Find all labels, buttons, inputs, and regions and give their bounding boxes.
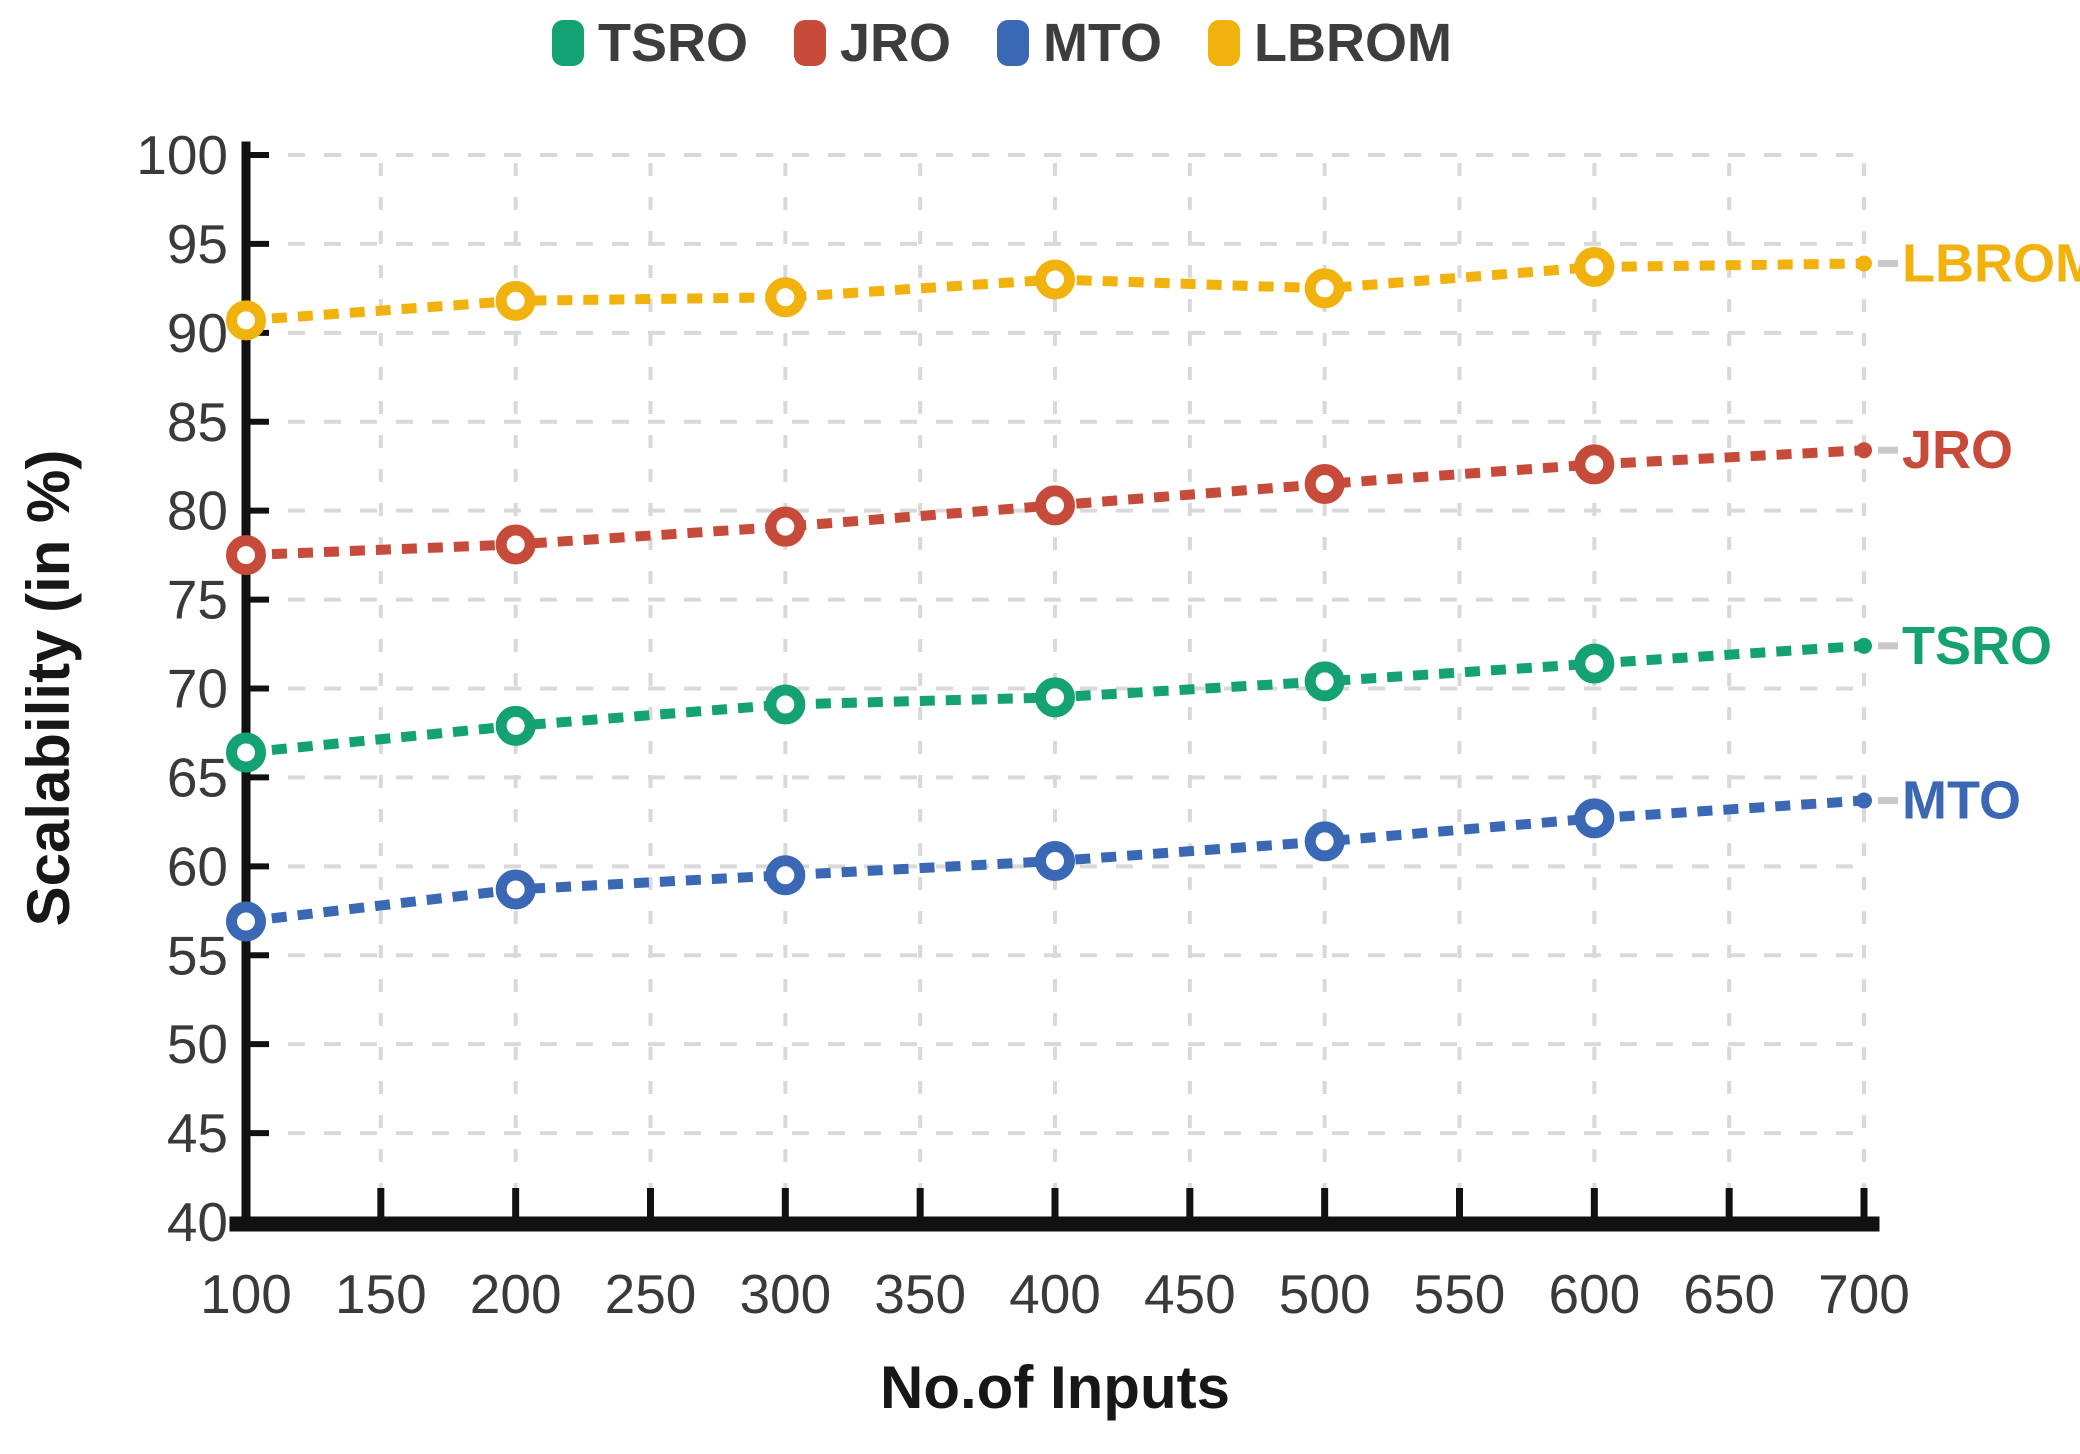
data-point-MTO-300 (765, 855, 806, 896)
y-tick-label: 100 (136, 124, 228, 186)
x-tick-label: 500 (1279, 1263, 1371, 1325)
data-point-LBROM-500 (1304, 268, 1345, 309)
data-point-JRO-500 (1304, 463, 1345, 504)
data-point-MTO-600 (1574, 798, 1615, 839)
x-tick-label: 200 (470, 1263, 562, 1325)
x-tick-label: 550 (1414, 1263, 1506, 1325)
data-point-JRO-100 (226, 535, 266, 576)
x-tick-label: 600 (1548, 1263, 1640, 1325)
series-end-dot-JRO (1856, 442, 1872, 459)
y-tick-label: 85 (167, 391, 228, 453)
legend-item-MTO: MTO (997, 12, 1162, 74)
y-tick-label: 55 (167, 924, 228, 986)
legend-item-TSRO: TSRO (551, 12, 748, 74)
data-point-TSRO-600 (1574, 643, 1615, 684)
series-end-label-JRO: JRO (1902, 420, 2013, 480)
series-end-label-MTO: MTO (1902, 771, 2021, 831)
legend-swatch-TSRO (551, 20, 584, 66)
y-tick-label: 90 (167, 302, 228, 364)
x-tick-label: 100 (200, 1263, 292, 1325)
data-point-TSRO-500 (1304, 661, 1345, 702)
series-end-dash-MTO (1878, 797, 1898, 805)
y-tick-label: 95 (167, 213, 228, 275)
data-point-TSRO-200 (495, 705, 536, 746)
y-tick-label: 45 (167, 1102, 228, 1164)
legend-label-JRO: JRO (840, 13, 952, 73)
legend-swatch-JRO (794, 20, 826, 66)
x-tick-label: 250 (605, 1263, 697, 1325)
series-end-dash-JRO (1878, 446, 1898, 454)
series-end-dot-LBROM (1856, 255, 1872, 272)
legend-label-LBROM: LBROM (1254, 13, 1453, 73)
y-tick-label: 70 (167, 658, 228, 720)
series-end-dot-MTO (1856, 792, 1872, 809)
series-end-dash-LBROM (1878, 259, 1898, 267)
x-axis-title: No.of Inputs (880, 1354, 1230, 1421)
data-point-LBROM-100 (226, 300, 266, 341)
x-tick-label: 150 (335, 1263, 427, 1325)
data-point-MTO-400 (1035, 840, 1075, 881)
x-tick-label: 300 (739, 1263, 831, 1325)
legend-swatch-MTO (997, 20, 1030, 66)
legend: TSRO JRO MTO LBROM (0, 8, 2080, 78)
legend-swatch-LBROM (1208, 20, 1241, 66)
data-point-TSRO-400 (1035, 677, 1075, 718)
data-point-MTO-100 (226, 901, 266, 942)
x-tick-label: 700 (1818, 1263, 1910, 1325)
x-tick-label: 400 (1009, 1263, 1101, 1325)
y-tick-label: 75 (167, 569, 228, 631)
data-point-LBROM-600 (1574, 247, 1615, 288)
data-point-MTO-200 (495, 869, 536, 910)
x-tick-label: 450 (1144, 1263, 1236, 1325)
legend-item-JRO: JRO (794, 12, 951, 74)
data-point-JRO-300 (765, 506, 806, 547)
y-tick-label: 50 (167, 1013, 228, 1075)
series-end-label-LBROM: LBROM (1902, 233, 2080, 293)
series-end-label-TSRO: TSRO (1902, 616, 2052, 676)
series-end-dash-TSRO (1878, 642, 1898, 650)
data-point-MTO-500 (1304, 821, 1345, 862)
y-tick-label: 40 (167, 1191, 228, 1253)
series-end-dot-TSRO (1856, 637, 1872, 654)
data-point-LBROM-300 (765, 277, 806, 318)
x-tick-label: 350 (874, 1263, 966, 1325)
y-axis-title: Scalability (in %) (15, 449, 82, 927)
legend-item-LBROM: LBROM (1208, 12, 1452, 74)
legend-label-TSRO: TSRO (597, 13, 748, 73)
x-tick-label: 650 (1683, 1263, 1775, 1325)
y-tick-label: 80 (167, 480, 228, 542)
data-point-JRO-400 (1035, 485, 1075, 526)
y-tick-label: 60 (167, 835, 228, 897)
data-point-LBROM-200 (495, 280, 536, 321)
legend-label-MTO: MTO (1043, 13, 1163, 73)
y-tick-label: 65 (167, 746, 228, 808)
data-point-LBROM-400 (1035, 259, 1075, 300)
data-point-JRO-200 (495, 524, 536, 565)
data-point-TSRO-300 (765, 684, 806, 725)
data-point-JRO-600 (1574, 444, 1615, 485)
data-point-TSRO-100 (226, 732, 266, 773)
